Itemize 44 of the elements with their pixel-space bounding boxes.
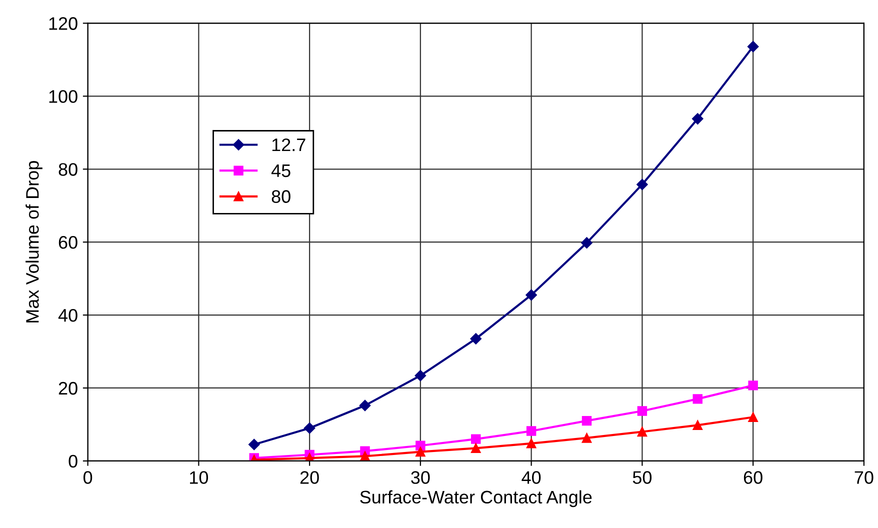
point bbox=[471, 443, 481, 454]
x-tick-label: 10 bbox=[190, 471, 208, 484]
y-tick-label: 40 bbox=[58, 308, 78, 322]
y-tick-label: 20 bbox=[58, 382, 78, 395]
point bbox=[360, 451, 370, 461]
point bbox=[470, 333, 482, 344]
y-axis-title: Max Volume of Drop bbox=[26, 161, 42, 322]
point bbox=[692, 113, 704, 124]
x-axis-title: Surface-Water Contact Angle bbox=[360, 490, 592, 508]
y-tick-label: 60 bbox=[58, 236, 78, 249]
x-tick-label: 40 bbox=[522, 471, 541, 484]
point bbox=[526, 426, 536, 436]
x-tick-label: 60 bbox=[744, 471, 762, 484]
legend-label: 45 bbox=[271, 164, 290, 178]
legend-label: 12.7 bbox=[272, 138, 306, 152]
x-tick-label: 20 bbox=[300, 471, 319, 484]
point bbox=[637, 426, 648, 437]
point bbox=[582, 433, 592, 443]
point bbox=[359, 400, 371, 412]
point bbox=[471, 434, 481, 444]
point bbox=[304, 422, 316, 434]
point bbox=[748, 412, 758, 422]
x-tick-label: 50 bbox=[632, 471, 652, 484]
point bbox=[248, 438, 260, 450]
point bbox=[414, 370, 426, 382]
x-tick-label: 0 bbox=[83, 471, 92, 484]
legend-label: 80 bbox=[272, 190, 290, 203]
point bbox=[416, 446, 426, 457]
point bbox=[582, 416, 592, 426]
point bbox=[637, 406, 648, 416]
y-tick-label: 80 bbox=[58, 163, 78, 176]
point bbox=[581, 237, 592, 248]
point bbox=[747, 40, 759, 52]
y-tick-label: 0 bbox=[68, 454, 78, 468]
point bbox=[692, 394, 702, 404]
x-tick-label: 30 bbox=[411, 471, 430, 484]
y-tick-label: 120 bbox=[49, 17, 78, 30]
x-tick-label: 70 bbox=[854, 471, 874, 484]
point bbox=[526, 289, 537, 301]
point bbox=[692, 420, 702, 430]
y-tick-label: 100 bbox=[49, 90, 78, 103]
point bbox=[748, 380, 758, 390]
point bbox=[526, 438, 536, 448]
point bbox=[636, 178, 648, 190]
